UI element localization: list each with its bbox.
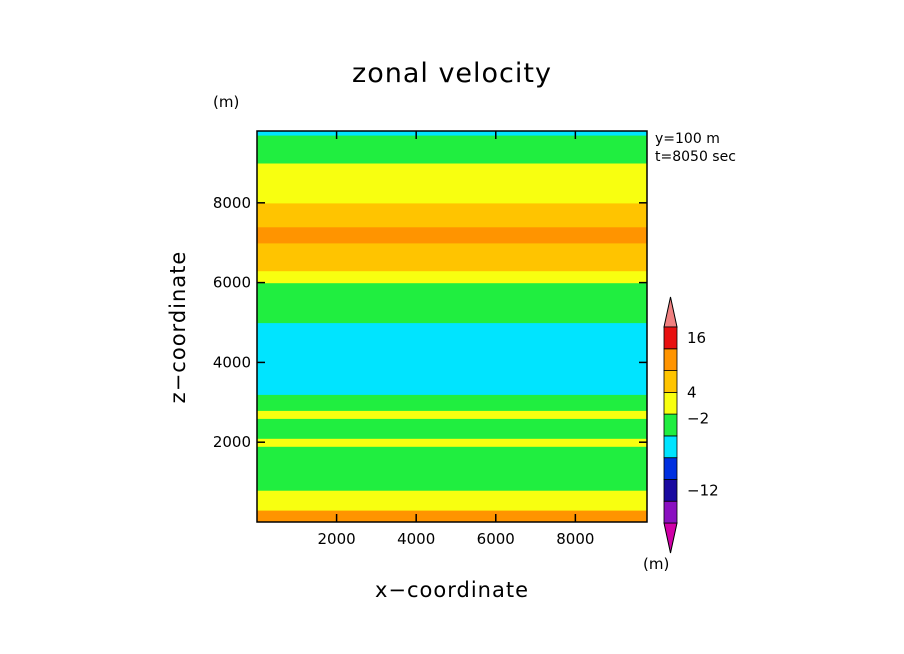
y-tick-label-4000: 4000: [213, 353, 251, 371]
y-tick-label-8000: 8000: [213, 194, 251, 212]
colorbar-swatch-high: [663, 296, 678, 328]
contour-band-14: [257, 162, 647, 204]
contour-band-11: [257, 242, 647, 272]
contour-band-1: [257, 510, 647, 522]
annotation-t: t=8050 sec: [655, 149, 736, 165]
colorbar-swatch-7: [663, 370, 678, 393]
contour-band-8: [257, 322, 647, 395]
colorbar-label-3: −2: [687, 409, 709, 427]
colorbar-swatch-9: [663, 326, 678, 350]
colorbar-swatch-low: [663, 522, 678, 554]
colorbar-swatch-5: [663, 413, 678, 437]
contour-band-9: [257, 282, 647, 324]
colorbar-label-2: 4: [687, 383, 697, 401]
x-tick-label-2000: 2000: [317, 530, 355, 548]
colorbar-swatch-1: [663, 500, 678, 524]
colorbar-swatch-3: [663, 457, 678, 480]
y-tick-label-6000: 6000: [213, 274, 251, 292]
contour-band-3: [257, 446, 647, 491]
y-tick-label-2000: 2000: [213, 433, 251, 451]
x-axis-label: x−coordinate: [374, 578, 530, 602]
colorbar: 16 4 −2 −12: [663, 296, 719, 554]
contour-band-15: [257, 135, 647, 164]
chart-title: zonal velocity: [352, 58, 552, 89]
colorbar-label-1: 16: [687, 329, 706, 347]
colorbar-label-4: −12: [687, 481, 719, 499]
contour-field: [257, 131, 647, 522]
contour-band-13: [257, 202, 647, 228]
contour-band-16: [257, 131, 647, 136]
contour-band-6: [257, 410, 647, 419]
colorbar-swatch-2: [663, 478, 678, 502]
plot-frame: [256, 130, 648, 523]
contour-band-7: [257, 394, 647, 411]
contour-band-4: [257, 438, 647, 447]
contour-band-10: [257, 270, 647, 284]
contour-band-2: [257, 490, 647, 511]
contour-band-5: [257, 418, 647, 439]
y-unit-label: (m): [213, 93, 240, 111]
contour-band-12: [257, 226, 647, 244]
axes: 2000 4000 6000 8000 2000 4000 6000 8000: [213, 131, 647, 548]
x-tick-label-8000: 8000: [556, 530, 594, 548]
x-tick-label-4000: 4000: [397, 530, 435, 548]
colorbar-swatch-4: [663, 435, 678, 459]
annotation-y: y=100 m: [655, 131, 720, 147]
colorbar-swatch-8: [663, 348, 678, 371]
colorbar-unit-label: (m): [643, 555, 670, 573]
colorbar-swatch-6: [663, 391, 678, 415]
x-tick-label-6000: 6000: [477, 530, 515, 548]
